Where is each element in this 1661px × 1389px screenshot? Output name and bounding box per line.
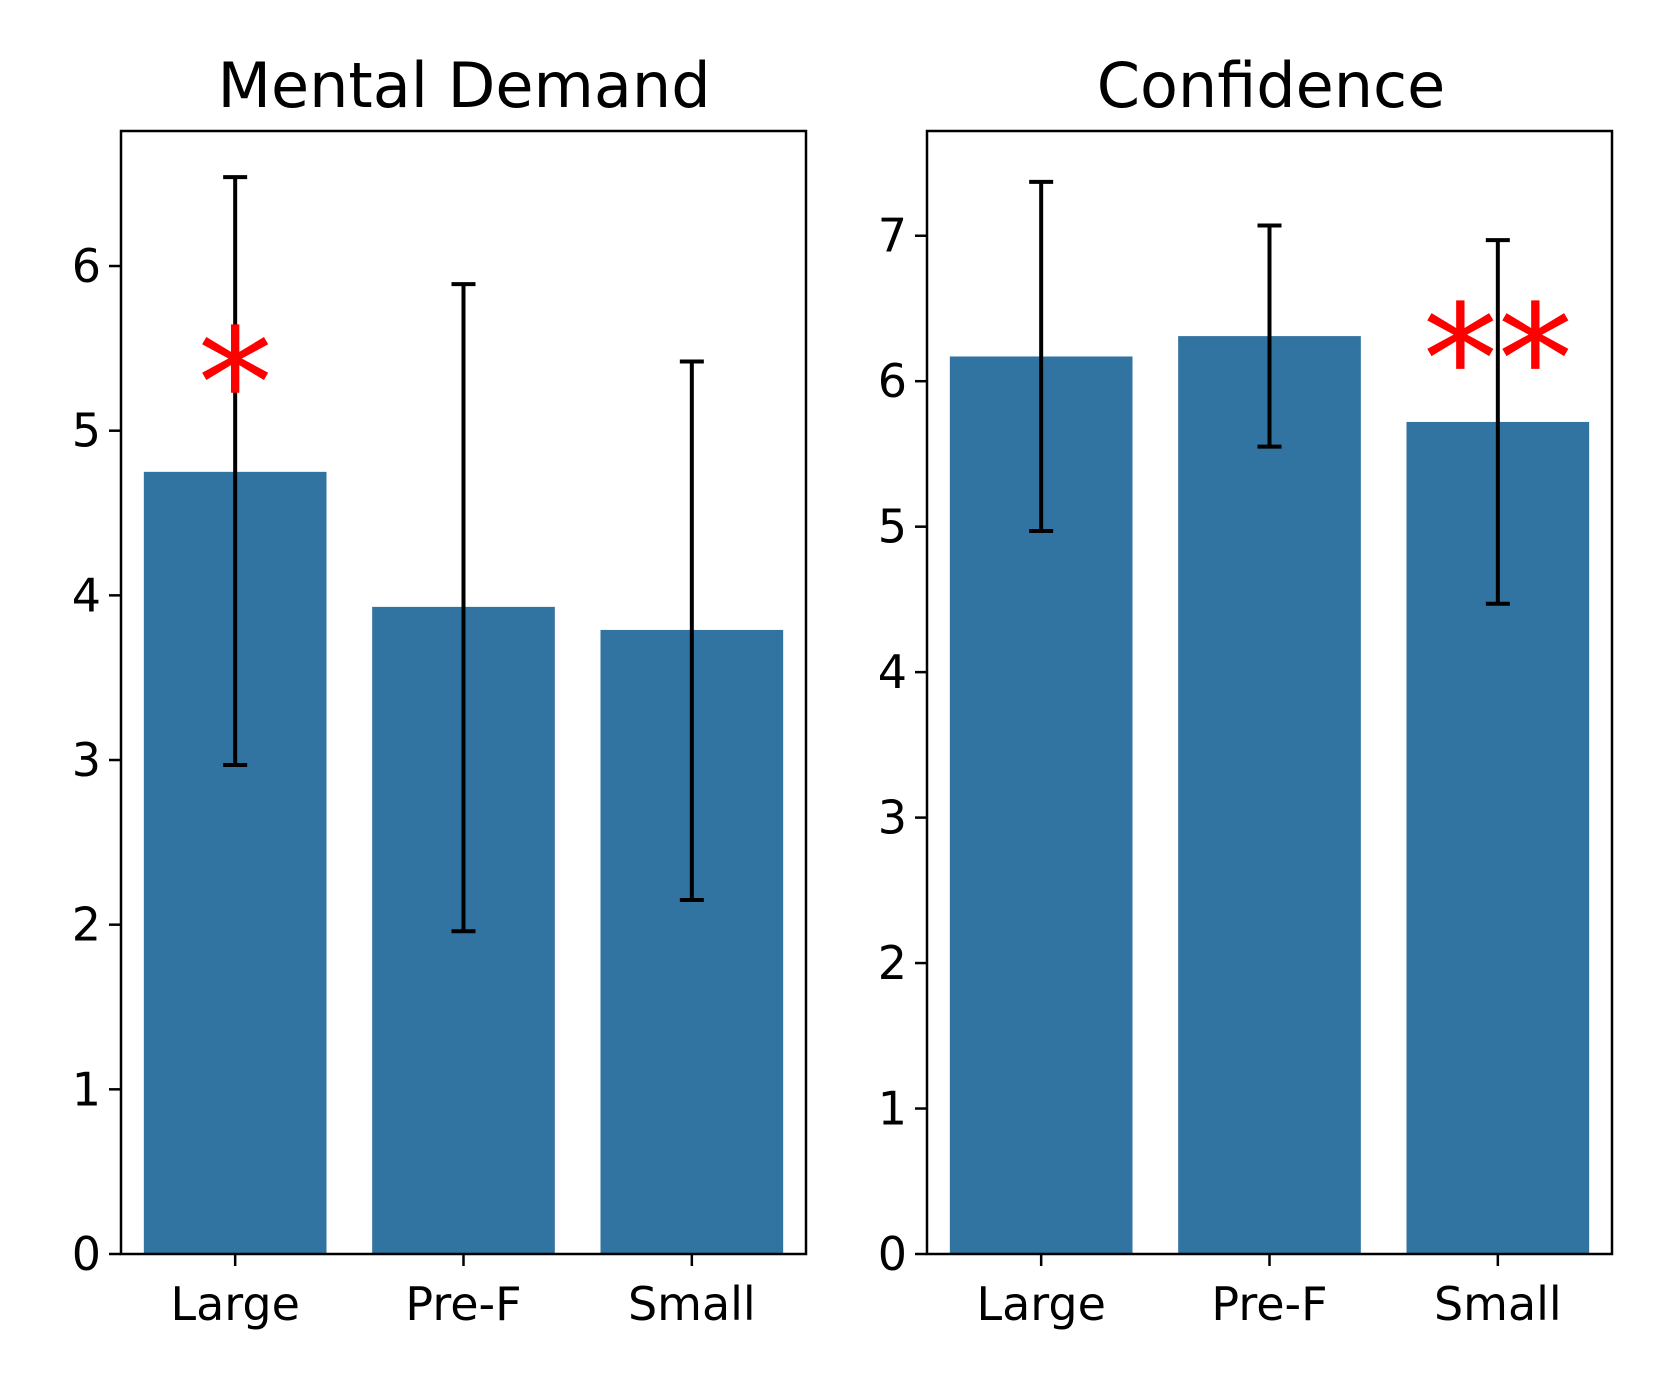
x-tick-label: Small <box>1434 1277 1562 1331</box>
bar-pre-f <box>1178 336 1361 1254</box>
error-bar-small <box>679 359 704 902</box>
y-tick-label: 5 <box>878 500 907 554</box>
y-tick-label: 4 <box>72 568 101 622</box>
x-tick-label: Large <box>170 1277 299 1331</box>
y-tick-label: 2 <box>878 936 907 990</box>
y-tick-label: 6 <box>878 354 907 408</box>
error-bar-small <box>1485 238 1510 606</box>
y-tick-label: 3 <box>72 733 101 787</box>
y-tick-label: 2 <box>72 898 101 952</box>
error-bar-pre-f <box>1257 223 1282 449</box>
y-tick-label: 1 <box>878 1082 907 1136</box>
error-bar-large <box>223 175 248 767</box>
y-tick-label: 3 <box>878 791 907 845</box>
panel-confidence: Confidence 0 1 2 3 4 5 6 7 Large Pre-F Small ** <box>878 49 1614 1331</box>
x-tick-label: Small <box>628 1277 756 1331</box>
y-tick-label: 6 <box>72 239 101 293</box>
y-tick-label: 0 <box>72 1227 101 1281</box>
chart-title: Confidence <box>1097 49 1446 122</box>
error-bar-pre-f <box>451 282 476 934</box>
error-bar-large <box>1029 179 1054 534</box>
y-tick-label: 4 <box>878 645 907 699</box>
y-tick-label: 7 <box>878 209 907 263</box>
y-tick-label: 1 <box>72 1062 101 1116</box>
x-tick-label: Large <box>976 1277 1105 1331</box>
panel-mental-demand: Mental Demand 0 1 2 3 4 5 6 Large Pre-F Small * <box>72 49 808 1331</box>
y-tick-label: 0 <box>878 1227 907 1281</box>
significance-marker: ** <box>1423 274 1573 448</box>
x-tick-label: Pre-F <box>405 1277 521 1331</box>
x-tick-label: Pre-F <box>1211 1277 1327 1331</box>
chart-title: Mental Demand <box>217 49 710 122</box>
y-tick-label: 5 <box>72 404 101 458</box>
significance-marker: * <box>198 298 273 472</box>
